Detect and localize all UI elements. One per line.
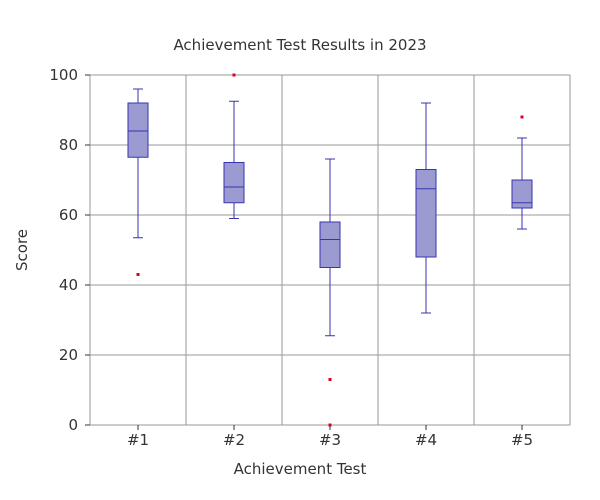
y-tick-label: 40 bbox=[59, 276, 78, 294]
x-tick-label: #4 bbox=[415, 431, 437, 449]
y-tick-label: 0 bbox=[68, 416, 78, 434]
x-tick-label: #5 bbox=[511, 431, 533, 449]
box-iqr bbox=[319, 221, 341, 268]
box-group-1 bbox=[127, 88, 149, 276]
box-group-3 bbox=[319, 158, 341, 427]
box-iqr bbox=[127, 102, 149, 158]
box-iqr bbox=[223, 162, 245, 204]
y-tick-label: 80 bbox=[59, 136, 78, 154]
x-tick-label: #1 bbox=[127, 431, 149, 449]
chart-title: Achievement Test Results in 2023 bbox=[173, 36, 426, 54]
outlier-point bbox=[328, 378, 332, 381]
box-iqr bbox=[511, 179, 533, 209]
x-tick-label: #2 bbox=[223, 431, 245, 449]
box-iqr bbox=[415, 169, 437, 258]
plot-layer bbox=[127, 73, 533, 427]
x-axis-label: Achievement Test bbox=[234, 460, 367, 478]
box-group-4 bbox=[415, 102, 437, 314]
box-group-2 bbox=[223, 73, 245, 219]
box-group-5 bbox=[511, 115, 533, 230]
y-tick-label: 20 bbox=[59, 346, 78, 364]
outlier-point bbox=[136, 273, 140, 276]
x-tick-label: #3 bbox=[319, 431, 341, 449]
y-tick-label: 100 bbox=[49, 66, 78, 84]
y-tick-label: 60 bbox=[59, 206, 78, 224]
axis-layer: 0 20 40 60 80 100 #1 #2 #3 #4 #5 bbox=[49, 66, 533, 449]
y-axis-label: Score bbox=[13, 229, 31, 271]
outlier-point bbox=[232, 73, 236, 77]
outlier-point bbox=[520, 115, 524, 119]
